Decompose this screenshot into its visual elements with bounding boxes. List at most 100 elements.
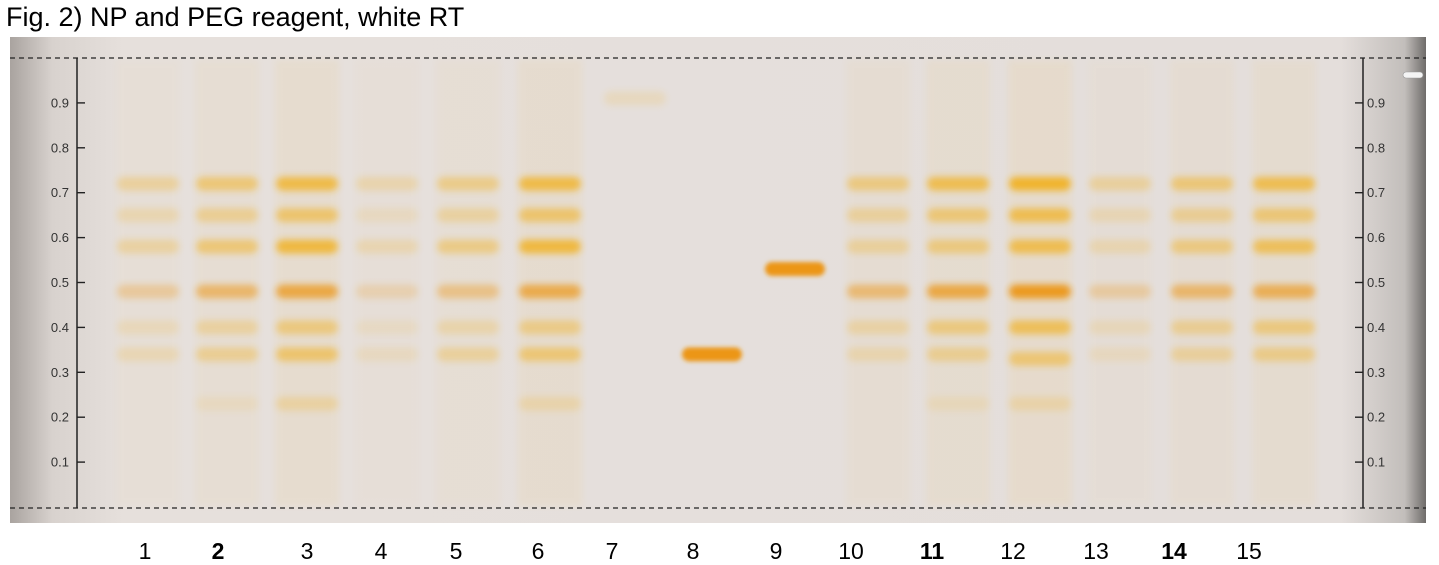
- band: [437, 239, 499, 254]
- band: [117, 239, 179, 254]
- left-tick-label: 0.1: [51, 455, 69, 470]
- band: [437, 208, 499, 223]
- lane-label: 11: [919, 538, 945, 564]
- band: [356, 347, 418, 362]
- band: [1089, 176, 1151, 191]
- band: [1009, 176, 1071, 191]
- band: [1253, 320, 1315, 335]
- right-tick-label: 0.5: [1367, 275, 1385, 290]
- band: [1253, 284, 1315, 299]
- left-tick-label: 0.2: [51, 410, 69, 425]
- lane-streak: [275, 60, 339, 506]
- figure-title: Fig. 2) NP and PEG reagent, white RT: [6, 2, 465, 32]
- band: [604, 91, 666, 106]
- band: [196, 320, 258, 335]
- band: [847, 176, 909, 191]
- band: [847, 239, 909, 254]
- band: [519, 320, 581, 335]
- lane-label: 13: [1083, 538, 1109, 564]
- band: [437, 284, 499, 299]
- lane-streak: [1088, 60, 1152, 506]
- left-tick-label: 0.6: [51, 230, 69, 245]
- left-tick-label: 0.8: [51, 140, 69, 155]
- band: [196, 284, 258, 299]
- band: [1089, 320, 1151, 335]
- band: [196, 396, 258, 411]
- lane-label: 6: [531, 538, 545, 564]
- band: [927, 347, 989, 362]
- right-tick-label: 0.9: [1367, 95, 1385, 110]
- band: [519, 239, 581, 254]
- right-tick-label: 0.8: [1367, 140, 1385, 155]
- band: [1089, 239, 1151, 254]
- band: [117, 284, 179, 299]
- right-tick-label: 0.7: [1367, 185, 1385, 200]
- band: [1089, 347, 1151, 362]
- lane-streak: [116, 60, 180, 506]
- right-tick-label: 0.2: [1367, 410, 1385, 425]
- band: [1171, 347, 1233, 362]
- band: [276, 239, 338, 254]
- band: [1089, 208, 1151, 223]
- band: [927, 176, 989, 191]
- band: [927, 284, 989, 299]
- lane-label: 2: [211, 538, 225, 564]
- left-tick-label: 0.4: [51, 320, 69, 335]
- band: [1171, 284, 1233, 299]
- band: [117, 208, 179, 223]
- band: [356, 239, 418, 254]
- band: [276, 284, 338, 299]
- lane-label: 1: [138, 538, 152, 564]
- band: [847, 320, 909, 335]
- band: [519, 396, 581, 411]
- band: [356, 176, 418, 191]
- lane-label: 8: [686, 538, 700, 564]
- band: [1171, 176, 1233, 191]
- band: [519, 284, 581, 299]
- right-tick-label: 0.3: [1367, 365, 1385, 380]
- left-tick-label: 0.5: [51, 275, 69, 290]
- band: [196, 176, 258, 191]
- band: [356, 284, 418, 299]
- lane-label: 12: [1000, 538, 1026, 564]
- lane-streak: [926, 60, 990, 506]
- band: [437, 176, 499, 191]
- plate-marker: [1402, 71, 1424, 79]
- band: [356, 320, 418, 335]
- band: [1171, 239, 1233, 254]
- lane-streak: [518, 60, 582, 506]
- lane-label: 3: [300, 538, 314, 564]
- band: [927, 320, 989, 335]
- lane-streak: [436, 60, 500, 506]
- right-tick-label: 0.4: [1367, 320, 1385, 335]
- band: [117, 176, 179, 191]
- band: [847, 347, 909, 362]
- band: [276, 208, 338, 223]
- left-tick-label: 0.7: [51, 185, 69, 200]
- lane-streak: [1170, 60, 1234, 506]
- band: [276, 176, 338, 191]
- lane-label: 14: [1161, 538, 1187, 564]
- band: [1009, 320, 1071, 335]
- band: [437, 347, 499, 362]
- band: [196, 208, 258, 223]
- band: [1009, 351, 1071, 366]
- band: [1009, 239, 1071, 254]
- right-tick-label: 0.1: [1367, 455, 1385, 470]
- lane-streak: [355, 60, 419, 506]
- lane-label: 5: [449, 538, 463, 564]
- left-tick-label: 0.9: [51, 95, 69, 110]
- band: [519, 176, 581, 191]
- band: [927, 396, 989, 411]
- lane-label: 4: [374, 538, 388, 564]
- band: [927, 239, 989, 254]
- right-tick-label: 0.6: [1367, 230, 1385, 245]
- band: [117, 320, 179, 335]
- band: [1089, 284, 1151, 299]
- band: [927, 208, 989, 223]
- band: [1009, 396, 1071, 411]
- band: [847, 208, 909, 223]
- band: [196, 239, 258, 254]
- lane-label: 9: [769, 538, 783, 564]
